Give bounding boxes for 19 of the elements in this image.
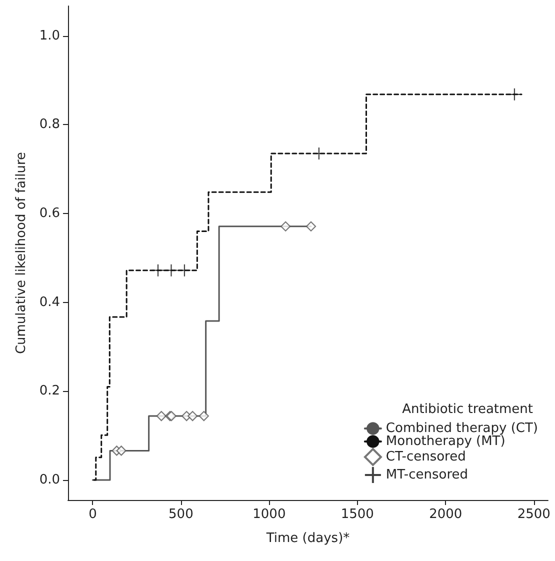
y-tick-label: 0.8 xyxy=(39,117,60,132)
x-tick-label: 2000 xyxy=(429,507,462,522)
x-tick-label: 0 xyxy=(88,507,97,522)
x-tick-label: 500 xyxy=(168,507,194,522)
legend-label: CT-censored xyxy=(386,450,466,464)
y-axis-title: Cumulative likelihood of failure xyxy=(14,152,29,354)
x-tick-label: 1000 xyxy=(252,507,286,522)
y-tick-label: 0.4 xyxy=(39,294,60,310)
x-tick-label: 1500 xyxy=(340,507,374,522)
legend-label: MT-censored xyxy=(386,468,468,482)
y-tick-label: 0.6 xyxy=(39,206,60,221)
x-tick-label: 2500 xyxy=(517,507,550,522)
y-tick-label: 1.0 xyxy=(39,28,60,44)
y-tick-label: 0.0 xyxy=(39,472,60,488)
x-axis-title: Time (days)* xyxy=(265,531,350,546)
legend-label: Combined therapy (CT) xyxy=(386,421,538,436)
legend-title: Antibiotic treatment xyxy=(402,402,534,417)
y-tick-label: 0.2 xyxy=(39,384,60,399)
legend-label: Monotherapy (MT) xyxy=(386,434,506,449)
